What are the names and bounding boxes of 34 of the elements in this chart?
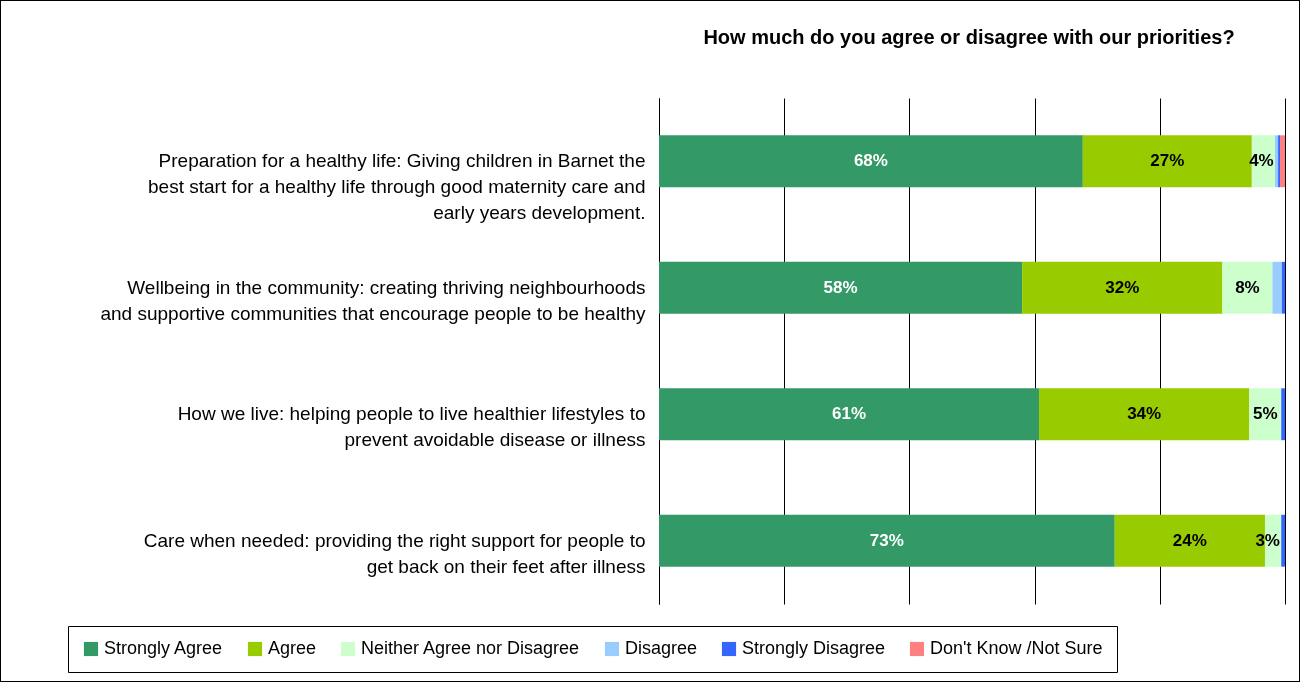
legend-label: Agree [268, 638, 317, 658]
data-label: 73% [869, 530, 904, 550]
y-tick-label: Preparation for a healthy life: Giving children in Barnet the best start for a healthy life through good maternity care and early years development. [148, 150, 646, 224]
bar [659, 261, 1023, 314]
bar [1281, 514, 1285, 567]
data-label: 5% [1252, 404, 1278, 424]
bar [1038, 388, 1250, 441]
bar [659, 388, 1039, 441]
legend-label: Disagree [625, 638, 698, 658]
y-tick-label: Wellbeing in the community: creating thriving neighbourhoods and supportive communities that encourage people to be healthy [100, 276, 646, 324]
data-label: 61% [831, 404, 867, 424]
data-label: 27% [1150, 151, 1185, 171]
y-tick-label: Care when needed: providing the right support for people to get back on their feet after illness [143, 529, 646, 577]
legend-label: Strongly Agree [104, 638, 223, 658]
legend-label: Strongly Disagree [742, 638, 886, 658]
bar [1281, 261, 1285, 314]
data-label: 8% [1235, 277, 1260, 297]
bar [1272, 261, 1282, 314]
chart-title: How much do you agree or disagree with our priorities? [703, 26, 1235, 48]
bar [659, 514, 1115, 567]
bar [1274, 135, 1279, 188]
data-label: 24% [1172, 530, 1207, 550]
data-label: 58% [823, 277, 858, 297]
y-tick-label: How we live: helping people to live healthier lifestyles to prevent avoidable disease or illness [177, 403, 646, 451]
data-label: 34% [1127, 404, 1162, 424]
legend-label: Don't Know /Not Sure [930, 638, 1103, 658]
bar [1222, 261, 1273, 314]
bar [1279, 135, 1285, 188]
legend-label: Neither Agree nor Disagree [361, 638, 580, 658]
bar [1022, 261, 1223, 314]
bar [659, 135, 1083, 188]
data-label: 68% [853, 151, 888, 171]
bar [1281, 388, 1285, 441]
data-label: 32% [1105, 277, 1140, 297]
